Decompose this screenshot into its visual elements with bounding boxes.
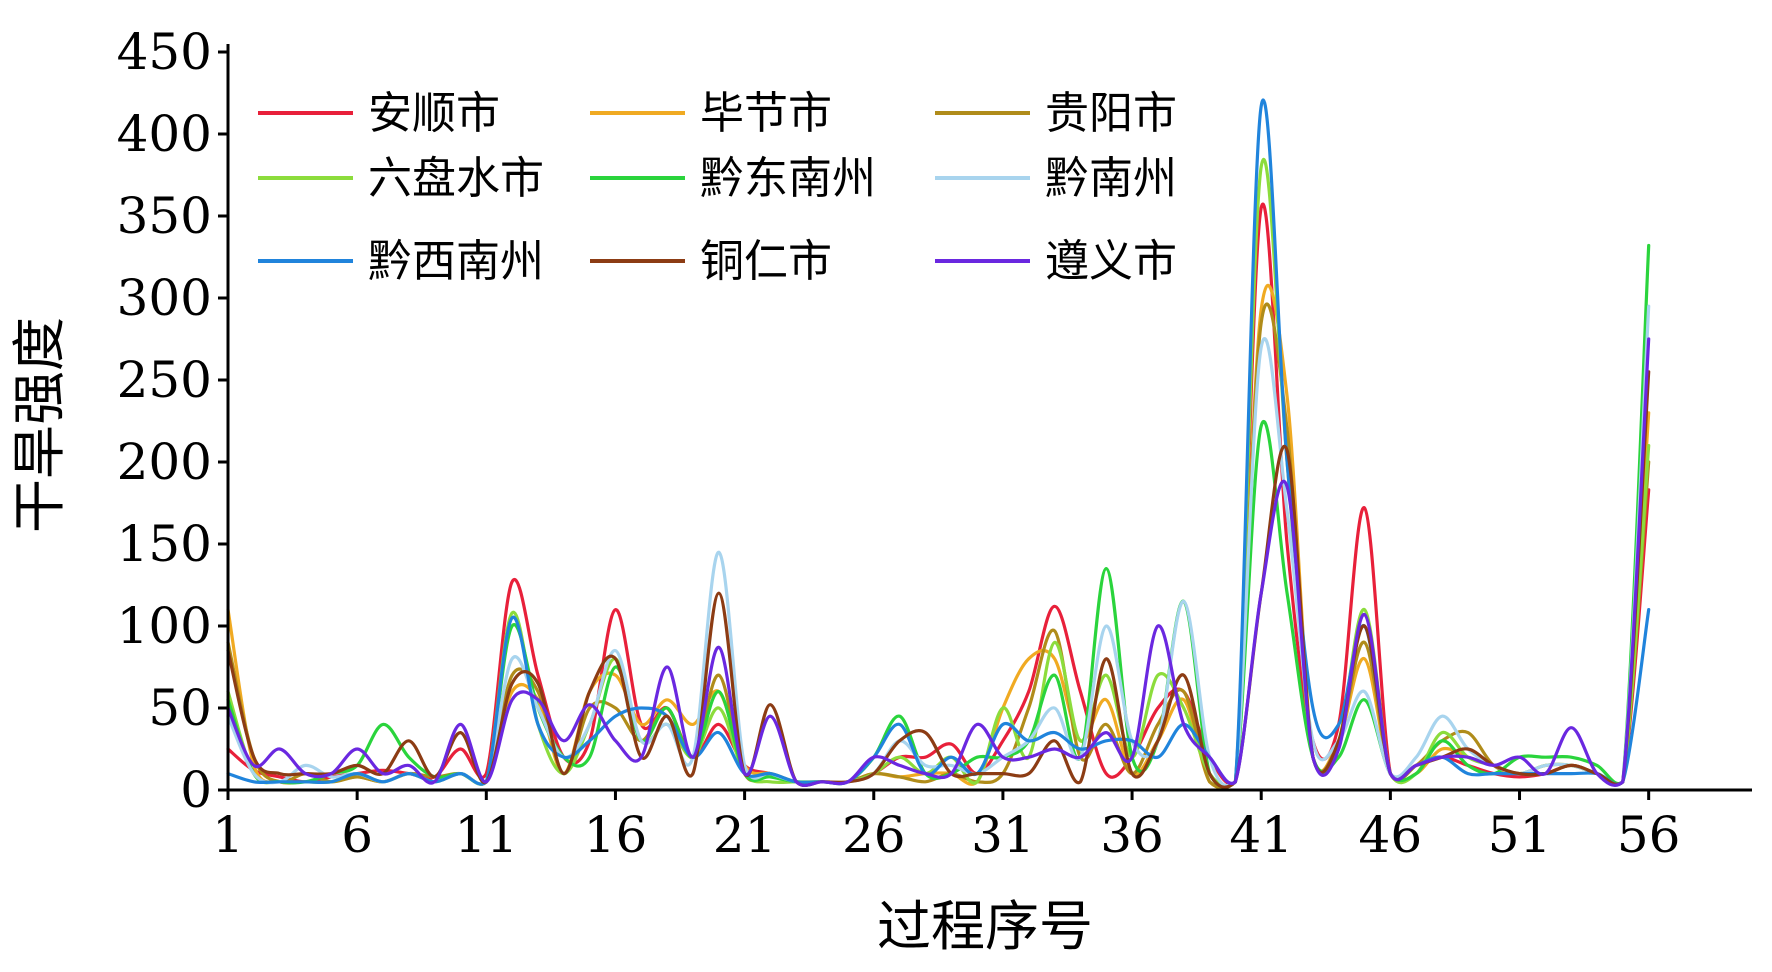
y-tick-label: 250 <box>117 351 212 409</box>
series-line-9 <box>226 337 1651 788</box>
y-tick-label: 200 <box>117 433 212 491</box>
y-tick-label: 150 <box>117 515 212 573</box>
x-tick-label: 56 <box>1617 806 1681 864</box>
x-tick-label: 51 <box>1488 806 1552 864</box>
legend-label-8: 铜仁市 <box>700 236 832 287</box>
x-tick-label: 6 <box>341 806 373 864</box>
x-tick-label: 26 <box>842 806 906 864</box>
legend-label-3: 贵阳市 <box>1045 88 1177 139</box>
x-tick-label: 46 <box>1359 806 1423 864</box>
x-tick-label: 16 <box>584 806 648 864</box>
x-tick-label: 11 <box>454 806 518 864</box>
legend-label-6: 黔南州 <box>1045 153 1177 204</box>
x-tick-label: 36 <box>1100 806 1164 864</box>
legend-label-2: 毕节市 <box>700 88 832 139</box>
x-tick-label: 31 <box>971 806 1035 864</box>
legend-label-5: 黔东南州 <box>700 153 876 204</box>
legend-label-4: 六盘水市 <box>368 153 544 204</box>
series-line-1 <box>226 202 1651 786</box>
legend-label-1: 安顺市 <box>368 88 500 139</box>
series-line-5 <box>226 243 1651 789</box>
series-line-6 <box>226 304 1651 788</box>
y-tick-label: 450 <box>117 23 212 81</box>
series-line-3 <box>226 302 1651 790</box>
legend-label-9: 遵义市 <box>1045 236 1177 287</box>
series-line-2 <box>226 283 1651 790</box>
y-tick-label: 0 <box>180 761 212 819</box>
x-axis-title: 过程序号 <box>877 895 1093 958</box>
y-tick-label: 350 <box>117 187 212 245</box>
y-tick-label: 50 <box>148 679 212 737</box>
x-tick-label: 1 <box>212 806 244 864</box>
legend-label-7: 黔西南州 <box>368 236 544 287</box>
x-tick-label: 21 <box>713 806 777 864</box>
x-tick-label: 41 <box>1229 806 1293 864</box>
y-tick-label: 300 <box>117 269 212 327</box>
y-axis-title: 干旱强度 <box>8 317 71 533</box>
y-tick-label: 100 <box>117 597 212 655</box>
y-tick-label: 400 <box>117 105 212 163</box>
